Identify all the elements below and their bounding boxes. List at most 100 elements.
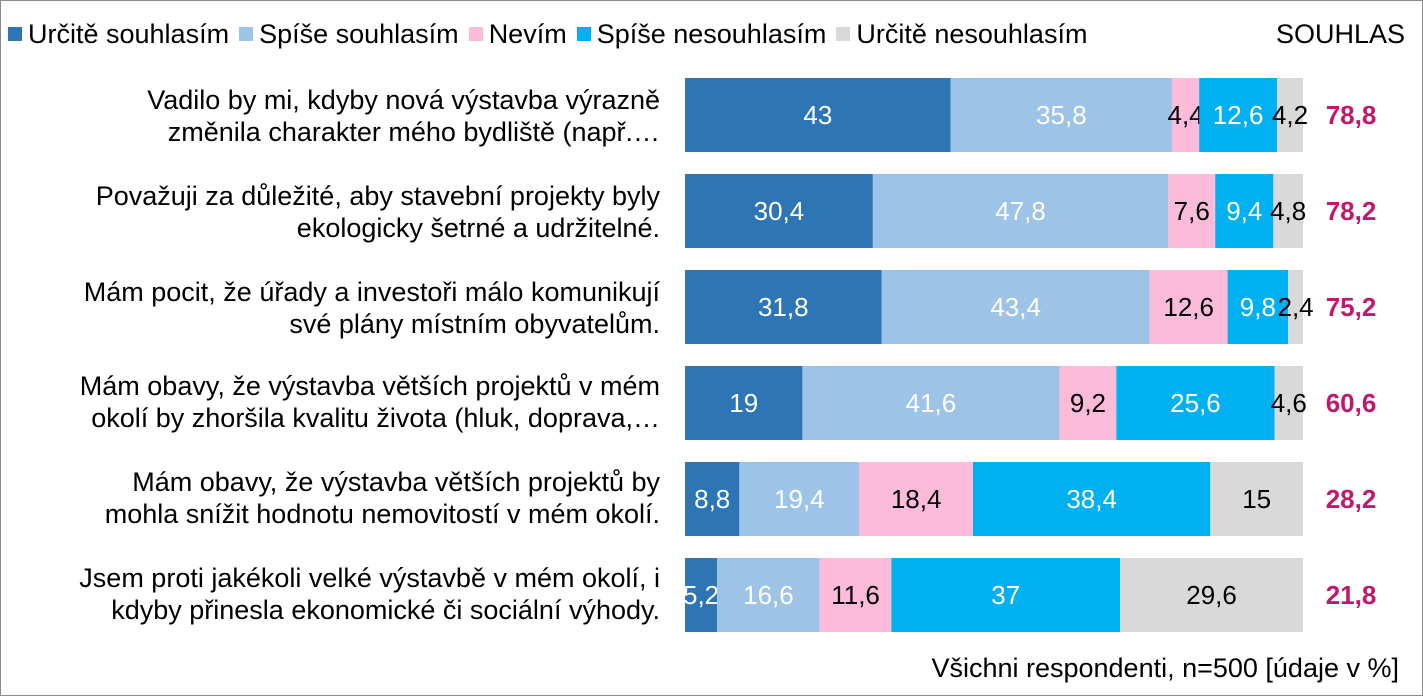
souhlas-value: 75,2	[1326, 292, 1377, 322]
legend-item-urcite-nesouhlasim: Určitě nesouhlasím	[836, 19, 1087, 50]
data-label: 4,6	[1271, 388, 1307, 418]
data-label: 37	[991, 580, 1020, 610]
legend-swatch	[239, 27, 254, 41]
legend-swatch	[576, 27, 591, 41]
category-label-line: Mám pocit, že úřady a investoři málo kom…	[83, 277, 660, 307]
souhlas-column-title: SOUHLAS	[1275, 19, 1405, 49]
bar-segment	[1277, 78, 1303, 152]
bar-segment	[1215, 174, 1274, 248]
legend-label: Určitě nesouhlasím	[856, 18, 1088, 49]
data-label: 25,6	[1170, 388, 1221, 418]
bar-segment	[685, 174, 873, 248]
legend-swatch	[468, 27, 483, 41]
data-label: 41,6	[906, 388, 957, 418]
category-label: Vadilo by mi, kdyby nová výstavba výrazn…	[0, 84, 660, 148]
souhlas-value: 78,8	[1326, 100, 1377, 130]
data-label: 35,8	[1036, 100, 1087, 130]
category-label-line: ekologicky šetrné a udržitelné.	[296, 213, 660, 243]
bar-segment	[950, 78, 1172, 152]
category-label-line: své plány místním obyvatelům.	[289, 309, 660, 339]
bar-segment	[717, 558, 820, 632]
category-label-line: změnila charakter mého bydliště (např.…	[167, 117, 660, 147]
legend-label: Nevím	[488, 18, 567, 49]
data-label: 12,6	[1163, 292, 1214, 322]
category-label-line: Vadilo by mi, kdyby nová výstavba výrazn…	[147, 85, 660, 115]
data-label: 43,4	[990, 292, 1041, 322]
data-label: 4,8	[1270, 196, 1306, 226]
category-label-line: kdyby přinesla ekonomické či sociální vý…	[111, 595, 660, 625]
category-label-line: Mám obavy, že výstavba větších projektů …	[132, 467, 660, 497]
data-label: 9,4	[1226, 196, 1262, 226]
data-label: 47,8	[995, 196, 1046, 226]
bar-segment	[1274, 366, 1303, 440]
data-label: 19,4	[774, 484, 825, 514]
data-label: 5,2	[683, 580, 719, 610]
bar-segment	[859, 462, 973, 536]
bar-segment	[1199, 78, 1278, 152]
data-label: 19	[729, 388, 758, 418]
bar-segment	[1149, 270, 1228, 344]
category-label-line: Považuji za důležité, aby stavební proje…	[95, 181, 660, 211]
legend-swatch	[836, 27, 851, 41]
data-label: 15	[1242, 484, 1271, 514]
legend-item-urcite-souhlasim: Určitě souhlasím	[8, 19, 229, 50]
souhlas-value: 28,2	[1326, 484, 1377, 514]
data-label: 9,8	[1240, 292, 1276, 322]
bar-segment	[881, 270, 1150, 344]
chart-legend: Určitě souhlasím Spíše souhlasím Nevím S…	[8, 14, 1097, 54]
data-label: 11,6	[831, 580, 880, 610]
bar-segment	[891, 558, 1121, 632]
data-label: 18,4	[891, 484, 942, 514]
legend-label: Spíše souhlasím	[259, 18, 459, 49]
souhlas-value: 60,6	[1326, 388, 1377, 418]
bar-segment	[685, 558, 718, 632]
data-label: 4,4	[1168, 100, 1204, 130]
category-label: Považuji za důležité, aby stavební proje…	[0, 180, 660, 244]
data-label: 12,6	[1213, 100, 1264, 130]
category-label-line: okolí by zhoršila kvalitu života (hluk, …	[91, 403, 660, 433]
bar-segment	[739, 462, 860, 536]
bar-segment	[1210, 462, 1303, 536]
category-label: Mám obavy, že výstavba větších projektů …	[0, 370, 660, 434]
bar-segment	[1288, 270, 1303, 344]
legend-item-spise-nesouhlasim: Spíše nesouhlasím	[576, 18, 827, 50]
legend-item-spise-souhlasim: Spíše souhlasím	[239, 19, 459, 50]
souhlas-value: 21,8	[1326, 580, 1377, 610]
category-label: Mám obavy, že výstavba větších projektů …	[0, 466, 660, 530]
data-label: 30,4	[754, 196, 805, 226]
data-label: 9,2	[1070, 388, 1106, 418]
data-label: 43	[803, 100, 832, 130]
bar-segment	[1120, 558, 1303, 632]
legend-item-nevim: Nevím	[468, 18, 567, 50]
bar-segment	[1059, 366, 1117, 440]
bar-segment	[685, 462, 740, 536]
bar-segment	[1273, 174, 1303, 248]
bar-segment	[1116, 366, 1275, 440]
bar-segment	[872, 174, 1169, 248]
data-label: 7,6	[1174, 196, 1210, 226]
data-label: 4,2	[1272, 100, 1308, 130]
category-label-line: mohla snížit hodnotu nemovitostí v mém o…	[104, 499, 660, 529]
chart-footnote: Všichni respondenti, n=500 [údaje v %]	[931, 653, 1399, 683]
bar-segment	[802, 366, 1060, 440]
data-label: 2,4	[1278, 292, 1314, 322]
bar-segment	[685, 78, 951, 152]
bar-segment	[819, 558, 892, 632]
bar-segment	[972, 462, 1211, 536]
category-label-line: Jsem proti jakékoli velké výstavbě v mém…	[79, 563, 660, 593]
bar-segment	[685, 270, 882, 344]
category-label: Jsem proti jakékoli velké výstavbě v mém…	[0, 562, 660, 626]
data-label: 31,8	[758, 292, 809, 322]
data-label: 16,6	[743, 580, 794, 610]
bar-segment	[1171, 78, 1200, 152]
bar-segment	[685, 366, 803, 440]
category-label: Mám pocit, že úřady a investoři málo kom…	[0, 276, 660, 340]
bar-segment	[1168, 174, 1216, 248]
category-label-line: Mám obavy, že výstavba větších projektů …	[79, 371, 660, 401]
legend-swatch	[8, 27, 22, 41]
data-label: 8,8	[694, 484, 730, 514]
data-label: 29,6	[1186, 580, 1237, 610]
bar-segment	[1227, 270, 1289, 344]
legend-label: Spíše nesouhlasím	[596, 18, 827, 49]
